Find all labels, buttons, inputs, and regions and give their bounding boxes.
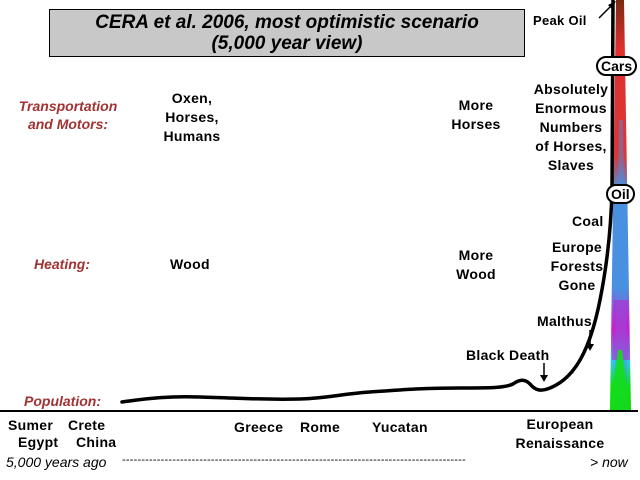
civ-rome: Rome — [300, 419, 341, 435]
civ-renaissance: European Renaissance — [510, 415, 610, 453]
time-axis-end: > now — [590, 454, 628, 470]
transport-early-line-2: Horses, — [165, 109, 219, 125]
oil-bubble: Oil — [606, 184, 635, 204]
malthus-label: Malthus — [537, 313, 592, 329]
category-transport-line-1: Transportation — [18, 98, 118, 114]
transport-late-line-5: Slaves — [547, 157, 595, 173]
peak-oil-arrowhead — [608, 1, 616, 9]
transport-mid-label: More Horses — [446, 96, 506, 134]
black-death-label: Black Death — [466, 347, 550, 363]
energy-spike-green-band — [610, 350, 630, 411]
cars-bubble: Cars — [596, 56, 638, 76]
title-box: CERA et al. 2006, most optimistic scenar… — [49, 9, 525, 57]
civ-renaissance-line-1: European — [526, 416, 594, 432]
civ-crete: Crete — [68, 417, 106, 433]
energy-spike-magenta-band — [612, 300, 630, 360]
transport-mid-line-1: More — [458, 97, 494, 113]
heating-mid-label: More Wood — [446, 246, 506, 284]
transport-early-line-3: Humans — [163, 128, 221, 144]
transport-early-label: Oxen, Horses, Humans — [154, 89, 230, 146]
title-line-2: (5,000 year view) — [211, 33, 363, 54]
civ-egypt: Egypt — [18, 434, 59, 450]
malthus-arrowhead — [586, 344, 594, 351]
peak-oil-label: Peak Oil — [533, 13, 587, 28]
category-population: Population: — [24, 393, 101, 409]
coal-label: Coal — [572, 213, 604, 229]
transport-late-line-1: Absolutely — [533, 81, 609, 97]
heating-mid-line-2: Wood — [456, 266, 496, 282]
heating-early-label: Wood — [170, 256, 210, 272]
heating-late-line-3: Gone — [558, 277, 596, 293]
transport-mid-line-2: Horses — [451, 116, 501, 132]
transport-late-line-2: Enormous — [535, 100, 607, 116]
category-transport-line-2: and Motors: — [27, 116, 109, 132]
category-heating: Heating: — [34, 256, 90, 272]
population-curve — [120, 0, 615, 404]
black-death-arrowhead — [540, 375, 548, 382]
heating-late-line-1: Europe — [551, 239, 603, 255]
heating-late-label: Europe Forests Gone — [544, 238, 610, 295]
transport-late-line-3: Numbers — [539, 119, 603, 135]
transport-early-line-1: Oxen, — [171, 90, 213, 106]
transport-late-line-4: of Horses, — [535, 138, 607, 154]
transport-late-label: Absolutely Enormous Numbers of Horses, S… — [528, 80, 614, 175]
category-transport: Transportation and Motors: — [6, 97, 130, 133]
time-axis-start: 5,000 years ago — [6, 454, 107, 470]
heating-late-line-2: Forests — [550, 258, 604, 274]
title-line-1: CERA et al. 2006, most optimistic scenar… — [95, 12, 479, 33]
time-axis-dashes: ----------------------------------------… — [122, 454, 466, 466]
civ-china: China — [76, 434, 117, 450]
civ-greece: Greece — [234, 419, 284, 435]
civ-renaissance-line-2: Renaissance — [515, 435, 605, 451]
civ-yucatan: Yucatan — [372, 419, 428, 435]
heating-mid-line-1: More — [458, 247, 494, 263]
civ-sumer: Sumer — [8, 417, 54, 433]
